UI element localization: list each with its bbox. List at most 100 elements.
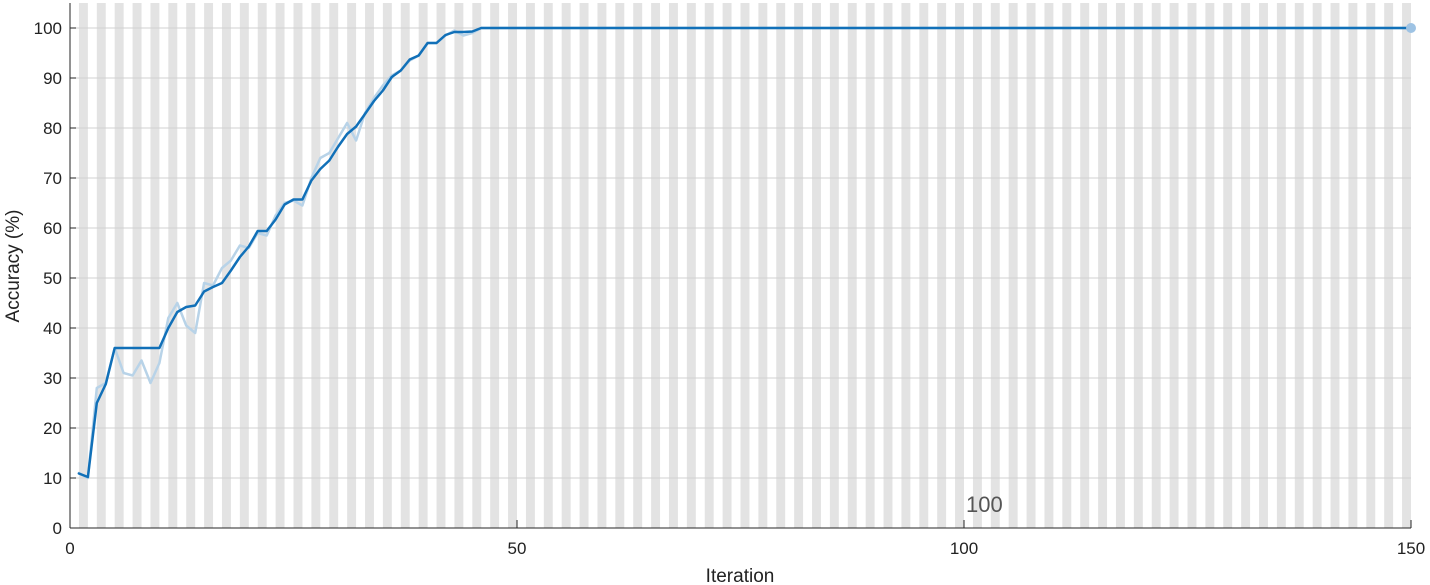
x-tick-label: 0: [65, 539, 74, 558]
iteration-band: [96, 3, 106, 528]
iteration-band: [329, 3, 339, 528]
axis-labels: Iteration Accuracy (%): [3, 210, 774, 585]
iteration-band: [472, 3, 482, 528]
iteration-band: [1276, 3, 1286, 528]
iteration-band: [722, 3, 732, 528]
iteration-band: [704, 3, 714, 528]
iteration-band: [686, 3, 696, 528]
epoch-marker-label: 100: [966, 492, 1003, 517]
iteration-band: [919, 3, 929, 528]
iteration-band: [829, 3, 839, 528]
iteration-band: [347, 3, 357, 528]
iteration-band: [150, 3, 160, 528]
iteration-band: [168, 3, 178, 528]
iteration-band: [812, 3, 821, 528]
iteration-band: [204, 3, 214, 528]
x-axis-label: Iteration: [706, 566, 775, 585]
axes: 0 50 100 150 0 10 20 30 40 50 60 70 80 90 100: [34, 3, 1425, 558]
iteration-band: [990, 3, 1000, 528]
iteration-band: [758, 3, 768, 528]
iteration-band: [525, 3, 535, 528]
plot-series: [77, 23, 1416, 480]
iteration-band: [847, 3, 857, 528]
iteration-band: [1169, 3, 1179, 528]
iteration-band: [1312, 3, 1322, 528]
iteration-band: [1223, 3, 1233, 528]
iteration-band: [740, 3, 750, 528]
iteration-band: [1259, 3, 1268, 528]
iteration-band: [78, 3, 88, 528]
iteration-band: [400, 3, 410, 528]
iteration-band: [1008, 3, 1018, 528]
iteration-band: [508, 3, 517, 528]
iteration-band: [1187, 3, 1197, 528]
iteration-band: [794, 3, 804, 528]
iteration-band: [1098, 3, 1108, 528]
iteration-band: [454, 3, 464, 528]
iteration-band: [561, 3, 571, 528]
y-tick-label: 80: [43, 119, 62, 138]
iteration-band: [776, 3, 786, 528]
iteration-band: [901, 3, 911, 528]
iteration-band: [1133, 3, 1143, 528]
iteration-band: [883, 3, 893, 528]
y-tick-label: 90: [43, 69, 62, 88]
iteration-band: [937, 3, 947, 528]
iteration-band: [418, 3, 428, 528]
y-tick-label: 10: [43, 469, 62, 488]
iteration-band: [1205, 3, 1215, 528]
final-point-marker: [1406, 23, 1416, 33]
iteration-band: [365, 3, 374, 528]
y-tick-label: 20: [43, 419, 62, 438]
iteration-band: [239, 3, 249, 528]
iteration-band: [275, 3, 285, 528]
iteration-band: [633, 3, 643, 528]
iteration-band: [490, 3, 500, 528]
iteration-band: [293, 3, 303, 528]
iteration-band: [1330, 3, 1340, 528]
iteration-band: [668, 3, 678, 528]
iteration-band: [1384, 3, 1394, 528]
y-tick-label: 50: [43, 269, 62, 288]
y-tick-label: 40: [43, 319, 62, 338]
iteration-band: [972, 3, 982, 528]
iteration-band: [436, 3, 446, 528]
iteration-band: [1402, 3, 1411, 528]
iteration-band: [865, 3, 875, 528]
iteration-band: [1241, 3, 1251, 528]
iteration-band: [579, 3, 589, 528]
iteration-band: [132, 3, 142, 528]
iteration-band: [651, 3, 661, 528]
x-tick-label: 50: [508, 539, 527, 558]
iteration-bands: [78, 3, 1411, 528]
iteration-band: [186, 3, 196, 528]
y-tick-label: 70: [43, 169, 62, 188]
iteration-band: [382, 3, 392, 528]
iteration-band: [597, 3, 607, 528]
x-tick-label: 150: [1397, 539, 1425, 558]
smoothed-accuracy-line: [77, 26, 1413, 479]
y-axis-label: Accuracy (%): [3, 210, 24, 323]
y-tick-label: 60: [43, 219, 62, 238]
y-tick-label: 0: [53, 519, 62, 538]
chart-annotations: 100: [966, 492, 1003, 517]
iteration-band: [1151, 3, 1161, 528]
iteration-band: [1115, 3, 1125, 528]
iteration-band: [1366, 3, 1376, 528]
y-tick-label: 100: [34, 19, 62, 38]
y-tick-label: 30: [43, 369, 62, 388]
iteration-band: [257, 3, 267, 528]
iteration-band: [1080, 3, 1090, 528]
x-tick-label: 100: [950, 539, 978, 558]
iteration-band: [955, 3, 964, 528]
iteration-band: [1348, 3, 1358, 528]
iteration-band: [1294, 3, 1304, 528]
iteration-band: [543, 3, 553, 528]
iteration-band: [1026, 3, 1036, 528]
iteration-band: [114, 3, 124, 528]
iteration-band: [1044, 3, 1054, 528]
iteration-band: [615, 3, 625, 528]
iteration-band: [1062, 3, 1072, 528]
